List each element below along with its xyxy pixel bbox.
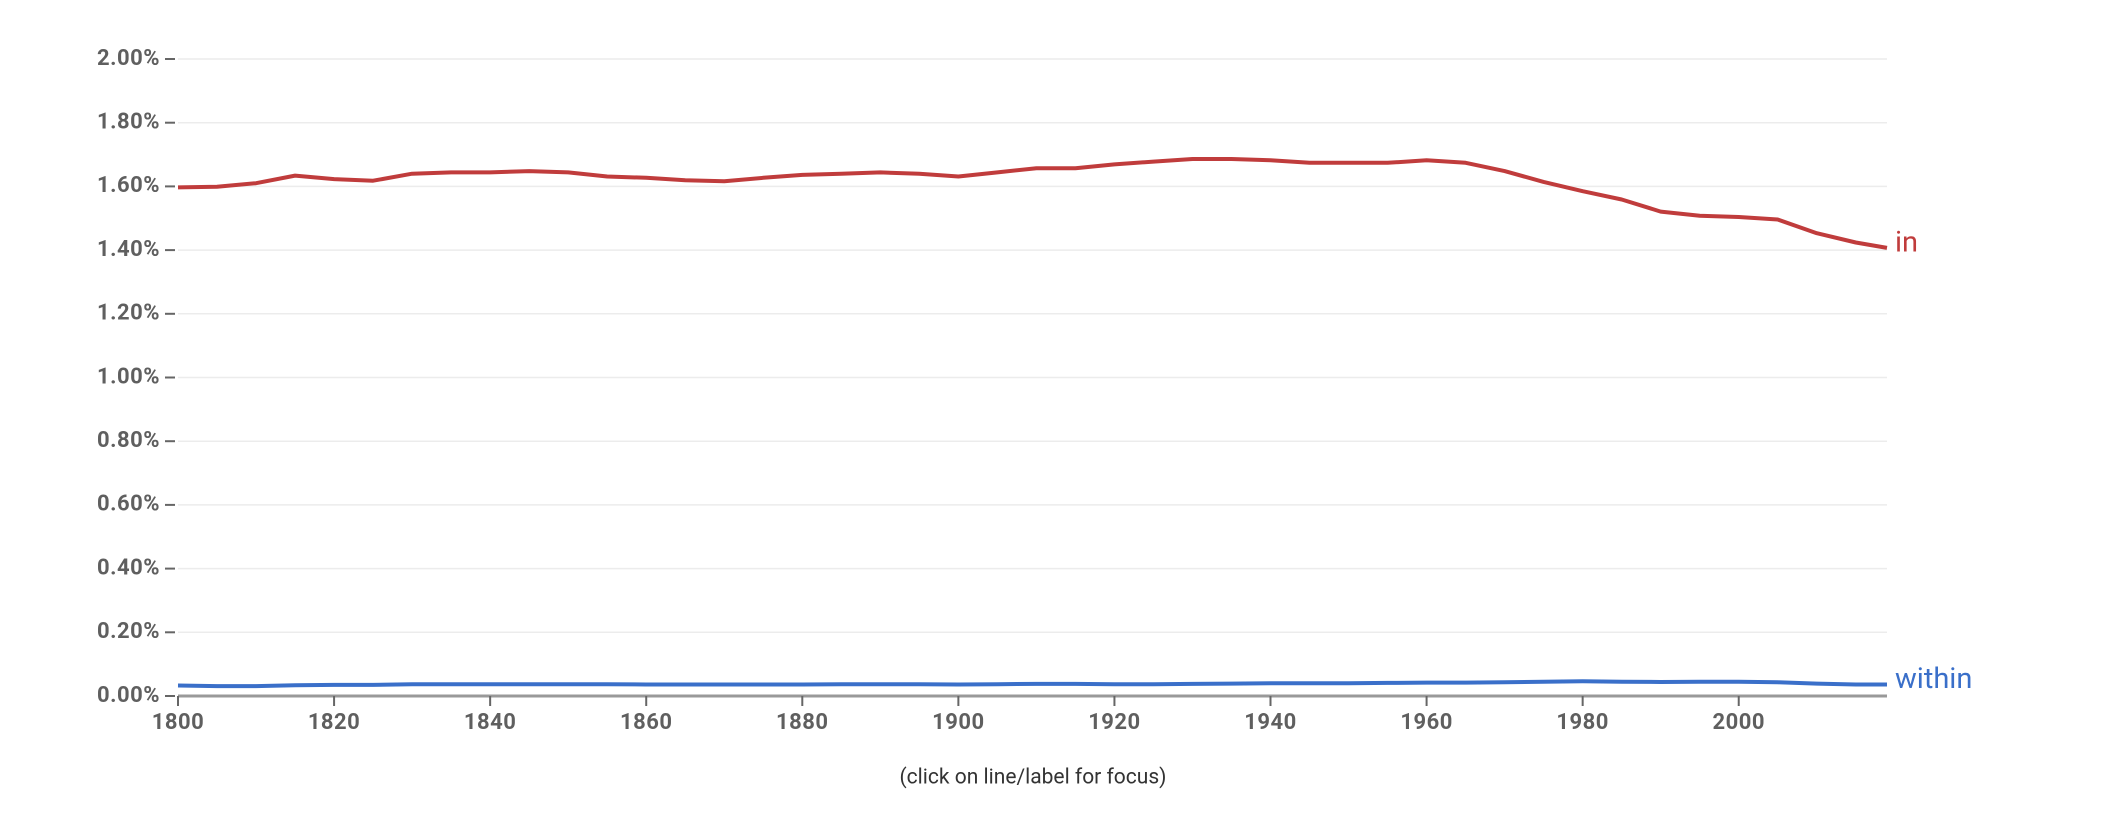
x-tick-label: 1860 [620, 710, 673, 735]
y-tick-label: 1.00% [97, 364, 160, 389]
x-tick-label: 1980 [1556, 710, 1609, 735]
series-line[interactable] [177, 679, 1887, 689]
x-tick-label: 2000 [1712, 710, 1765, 735]
series-label[interactable]: in [1895, 226, 1918, 260]
y-tick-label: 0.80% [97, 428, 160, 453]
y-tick-label: 0.20% [97, 619, 160, 644]
y-tick-label: 1.20% [97, 301, 160, 326]
x-tick-label: 1880 [776, 710, 829, 735]
x-tick-label: 1920 [1088, 710, 1141, 735]
x-tick-label: 1840 [464, 710, 517, 735]
x-tick-label: 1900 [932, 710, 985, 735]
y-tick-label: 2.00% [97, 46, 160, 71]
y-tick-label: 1.40% [97, 237, 160, 262]
y-tick-label: 1.80% [97, 110, 160, 135]
series-line[interactable] [177, 157, 1888, 250]
x-tick-label: 1800 [152, 710, 205, 735]
x-tick-label: 1820 [308, 710, 361, 735]
x-tick-label: 1940 [1244, 710, 1297, 735]
footer-note: (click on line/label for focus) [899, 766, 1166, 790]
x-tick-label: 1960 [1400, 710, 1453, 735]
y-tick-label: 0.60% [97, 492, 160, 517]
series-label[interactable]: within [1895, 662, 1972, 696]
y-tick-label: 1.60% [97, 173, 160, 198]
y-tick-label: 0.40% [97, 555, 160, 580]
y-tick-label: 0.00% [97, 683, 160, 708]
